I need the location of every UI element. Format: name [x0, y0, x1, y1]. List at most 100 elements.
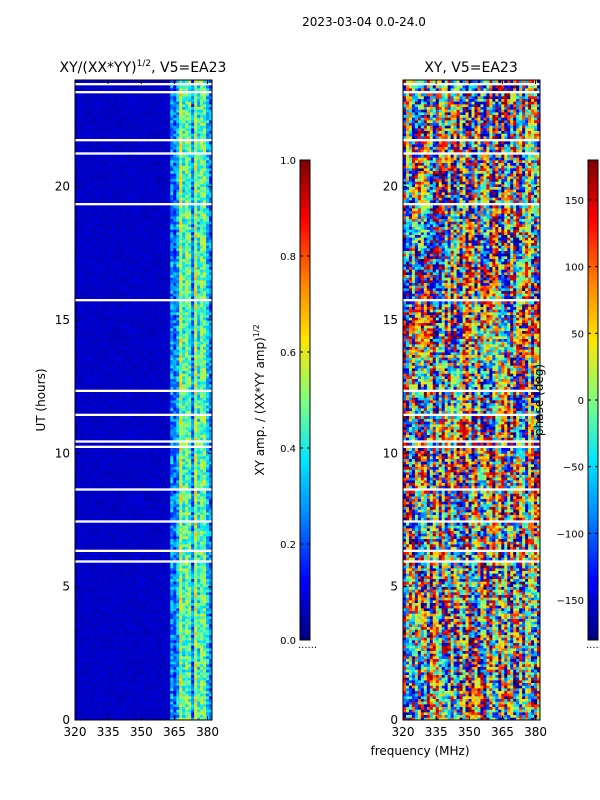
- amplitude-cell: [173, 664, 176, 667]
- amplitude-cell: [96, 619, 99, 622]
- amplitude-cell: [164, 619, 167, 622]
- amplitude-cell: [173, 637, 176, 640]
- amplitude-cell: [191, 661, 194, 664]
- amplitude-cell: [96, 664, 99, 667]
- amplitude-cell: [146, 597, 149, 600]
- amplitude-cell: [144, 597, 147, 600]
- amplitude-cell: [188, 632, 191, 635]
- amplitude-cell: [108, 696, 111, 699]
- amplitude-cell: [105, 683, 108, 686]
- amplitude-cell: [96, 587, 99, 590]
- amplitude-cell: [161, 608, 164, 611]
- amplitude-cell: [188, 621, 191, 624]
- amplitude-cell: [93, 683, 96, 686]
- amplitude-cell: [99, 619, 102, 622]
- amplitude-cell: [93, 715, 96, 718]
- amplitude-cell: [149, 632, 152, 635]
- amplitude-cell: [167, 637, 170, 640]
- amplitude-cell: [179, 603, 182, 606]
- amplitude-cell: [191, 619, 194, 622]
- amplitude-cell: [194, 648, 197, 651]
- amplitude-cell: [135, 597, 138, 600]
- amplitude-cell: [167, 611, 170, 614]
- amplitude-cell: [155, 613, 158, 616]
- amplitude-cell: [200, 587, 203, 590]
- amplitude-cell: [182, 635, 185, 638]
- amplitude-cell: [203, 592, 206, 595]
- amplitude-cell: [96, 661, 99, 664]
- amplitude-cell: [81, 696, 84, 699]
- amplitude-cell: [167, 608, 170, 611]
- amplitude-cell: [105, 635, 108, 638]
- amplitude-cell: [164, 637, 167, 640]
- amplitude-cell: [158, 701, 161, 704]
- amplitude-cell: [203, 637, 206, 640]
- amplitude-cell: [102, 587, 105, 590]
- amplitude-cell: [84, 651, 87, 654]
- amplitude-cell: [114, 637, 117, 640]
- amplitude-cell: [87, 589, 90, 592]
- amplitude-cell: [200, 643, 203, 646]
- amplitude-cell: [135, 680, 138, 683]
- amplitude-cell: [167, 709, 170, 712]
- amplitude-cell: [152, 632, 155, 635]
- amplitude-cell: [191, 653, 194, 656]
- amplitude-cell: [152, 587, 155, 590]
- amplitude-cell: [99, 693, 102, 696]
- amplitude-cell: [96, 656, 99, 659]
- amplitude-cell: [194, 603, 197, 606]
- amplitude-cell: [179, 616, 182, 619]
- amplitude-cell: [161, 597, 164, 600]
- amplitude-cell: [87, 704, 90, 707]
- amplitude-cell: [155, 693, 158, 696]
- amplitude-cell: [176, 595, 179, 598]
- amplitude-cell: [185, 600, 188, 603]
- amplitude-cell: [173, 600, 176, 603]
- amplitude-cell: [167, 707, 170, 710]
- amplitude-cell: [144, 643, 147, 646]
- amplitude-cell: [93, 656, 96, 659]
- amplitude-cell: [188, 712, 191, 715]
- amplitude-cell: [129, 683, 132, 686]
- amplitude-cell: [164, 587, 167, 590]
- amplitude-cell: [173, 627, 176, 630]
- amplitude-cell: [203, 699, 206, 702]
- amplitude-cell: [105, 613, 108, 616]
- amplitude-cell: [114, 600, 117, 603]
- amplitude-cell: [90, 680, 93, 683]
- amplitude-cell: [78, 603, 81, 606]
- amplitude-cell: [167, 699, 170, 702]
- amplitude-cell: [111, 597, 114, 600]
- amplitude-cell: [164, 592, 167, 595]
- amplitude-cell: [117, 595, 120, 598]
- amplitude-cell: [188, 667, 191, 670]
- amplitude-cell: [102, 629, 105, 632]
- amplitude-cell: [206, 605, 209, 608]
- amplitude-cell: [81, 680, 84, 683]
- amplitude-cell: [170, 680, 173, 683]
- amplitude-cell: [197, 592, 200, 595]
- amplitude-cell: [167, 627, 170, 630]
- amplitude-cell: [102, 635, 105, 638]
- amplitude-cell: [81, 621, 84, 624]
- amplitude-cell: [87, 611, 90, 614]
- amplitude-cell: [132, 627, 135, 630]
- amplitude-cell: [90, 640, 93, 643]
- amplitude-cell: [197, 656, 200, 659]
- amplitude-cell: [123, 677, 126, 680]
- amplitude-cell: [146, 624, 149, 627]
- amplitude-cell: [126, 637, 129, 640]
- amplitude-cell: [99, 653, 102, 656]
- amplitude-cell: [78, 667, 81, 670]
- amplitude-cell: [185, 675, 188, 678]
- amplitude-cell: [149, 589, 152, 592]
- amplitude-cell: [138, 680, 141, 683]
- amplitude-cell: [138, 621, 141, 624]
- amplitude-cell: [78, 693, 81, 696]
- amplitude-cell: [206, 685, 209, 688]
- amplitude-cell: [164, 597, 167, 600]
- amplitude-cell: [81, 635, 84, 638]
- amplitude-cell: [129, 624, 132, 627]
- amplitude-cell: [164, 595, 167, 598]
- amplitude-cell: [120, 664, 123, 667]
